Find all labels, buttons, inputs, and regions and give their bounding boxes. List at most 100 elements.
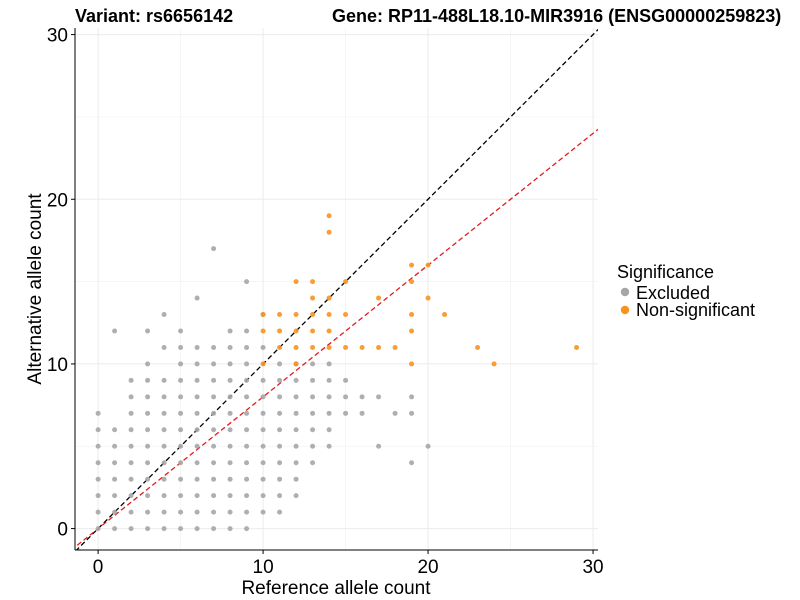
x-tick-label: 30 bbox=[582, 557, 603, 578]
chart-title-variant: Variant: rs6656142 bbox=[75, 6, 233, 26]
point-excluded bbox=[194, 460, 200, 466]
point-excluded bbox=[178, 493, 184, 499]
axis-ticks: 0 10 20 30 0 10 20 30 bbox=[47, 26, 604, 578]
point-non-significant bbox=[574, 344, 580, 350]
x-tick-label: 20 bbox=[417, 557, 438, 578]
point-excluded bbox=[194, 295, 200, 301]
point-excluded bbox=[260, 509, 266, 515]
point-excluded bbox=[161, 427, 167, 433]
point-excluded bbox=[227, 493, 233, 499]
point-excluded bbox=[326, 377, 332, 383]
point-excluded bbox=[310, 394, 316, 400]
point-excluded bbox=[260, 377, 266, 383]
plot-area bbox=[75, 28, 598, 550]
point-excluded bbox=[128, 394, 134, 400]
point-excluded bbox=[128, 526, 134, 532]
point-non-significant bbox=[326, 229, 332, 235]
point-excluded bbox=[277, 476, 283, 482]
point-excluded bbox=[161, 509, 167, 515]
point-excluded bbox=[194, 344, 200, 350]
point-excluded bbox=[244, 279, 250, 285]
point-excluded bbox=[244, 344, 250, 350]
point-excluded bbox=[310, 460, 316, 466]
point-excluded bbox=[194, 476, 200, 482]
point-non-significant bbox=[491, 361, 497, 367]
point-non-significant bbox=[277, 328, 283, 334]
y-axis-title: Alternative allele count bbox=[25, 193, 46, 385]
point-non-significant bbox=[310, 279, 316, 285]
point-excluded bbox=[95, 526, 101, 532]
point-excluded bbox=[277, 460, 283, 466]
point-excluded bbox=[227, 460, 233, 466]
point-excluded bbox=[194, 509, 200, 515]
point-excluded bbox=[227, 344, 233, 350]
point-excluded bbox=[409, 460, 415, 466]
point-excluded bbox=[161, 394, 167, 400]
point-excluded bbox=[260, 476, 266, 482]
point-excluded bbox=[128, 509, 134, 515]
point-non-significant bbox=[409, 328, 415, 334]
point-excluded bbox=[178, 377, 184, 383]
point-excluded bbox=[95, 427, 101, 433]
point-non-significant bbox=[310, 312, 316, 318]
point-excluded bbox=[277, 377, 283, 383]
point-excluded bbox=[161, 410, 167, 416]
point-excluded bbox=[112, 493, 118, 499]
point-non-significant bbox=[326, 213, 332, 219]
point-excluded bbox=[326, 361, 332, 367]
point-excluded bbox=[260, 394, 266, 400]
reference-line-identity bbox=[75, 28, 598, 550]
point-non-significant bbox=[326, 295, 332, 301]
point-excluded bbox=[145, 377, 151, 383]
point-excluded bbox=[293, 394, 299, 400]
point-excluded bbox=[227, 394, 233, 400]
point-excluded bbox=[95, 476, 101, 482]
point-non-significant bbox=[310, 295, 316, 301]
point-non-significant bbox=[409, 312, 415, 318]
point-excluded bbox=[277, 361, 283, 367]
point-excluded bbox=[178, 427, 184, 433]
point-excluded bbox=[293, 493, 299, 499]
point-excluded bbox=[227, 509, 233, 515]
point-excluded bbox=[244, 410, 250, 416]
point-non-significant bbox=[326, 344, 332, 350]
point-non-significant bbox=[310, 328, 316, 334]
point-excluded bbox=[244, 394, 250, 400]
point-excluded bbox=[211, 476, 217, 482]
point-excluded bbox=[227, 427, 233, 433]
point-excluded bbox=[112, 476, 118, 482]
point-excluded bbox=[293, 476, 299, 482]
point-non-significant bbox=[293, 328, 299, 334]
legend-key-excluded bbox=[620, 287, 630, 297]
chart-title-gene: Gene: RP11-488L18.10-MIR3916 (ENSG000002… bbox=[332, 6, 781, 26]
point-excluded bbox=[260, 410, 266, 416]
point-excluded bbox=[194, 427, 200, 433]
point-excluded bbox=[227, 377, 233, 383]
point-excluded bbox=[178, 476, 184, 482]
point-excluded bbox=[211, 427, 217, 433]
point-excluded bbox=[425, 443, 431, 449]
point-non-significant bbox=[277, 344, 283, 350]
point-excluded bbox=[112, 443, 118, 449]
point-excluded bbox=[211, 410, 217, 416]
point-excluded bbox=[277, 394, 283, 400]
point-excluded bbox=[310, 410, 316, 416]
point-excluded bbox=[161, 344, 167, 350]
point-excluded bbox=[359, 394, 365, 400]
legend-title: Significance bbox=[617, 262, 714, 282]
point-excluded bbox=[145, 493, 151, 499]
point-excluded bbox=[145, 460, 151, 466]
point-excluded bbox=[112, 526, 118, 532]
point-excluded bbox=[178, 443, 184, 449]
point-non-significant bbox=[343, 344, 349, 350]
point-excluded bbox=[145, 476, 151, 482]
point-excluded bbox=[211, 443, 217, 449]
point-excluded bbox=[310, 377, 316, 383]
x-axis-title: Reference allele count bbox=[241, 578, 431, 599]
point-excluded bbox=[128, 443, 134, 449]
point-non-significant bbox=[293, 279, 299, 285]
point-excluded bbox=[95, 460, 101, 466]
point-non-significant bbox=[409, 279, 415, 285]
point-excluded bbox=[227, 361, 233, 367]
